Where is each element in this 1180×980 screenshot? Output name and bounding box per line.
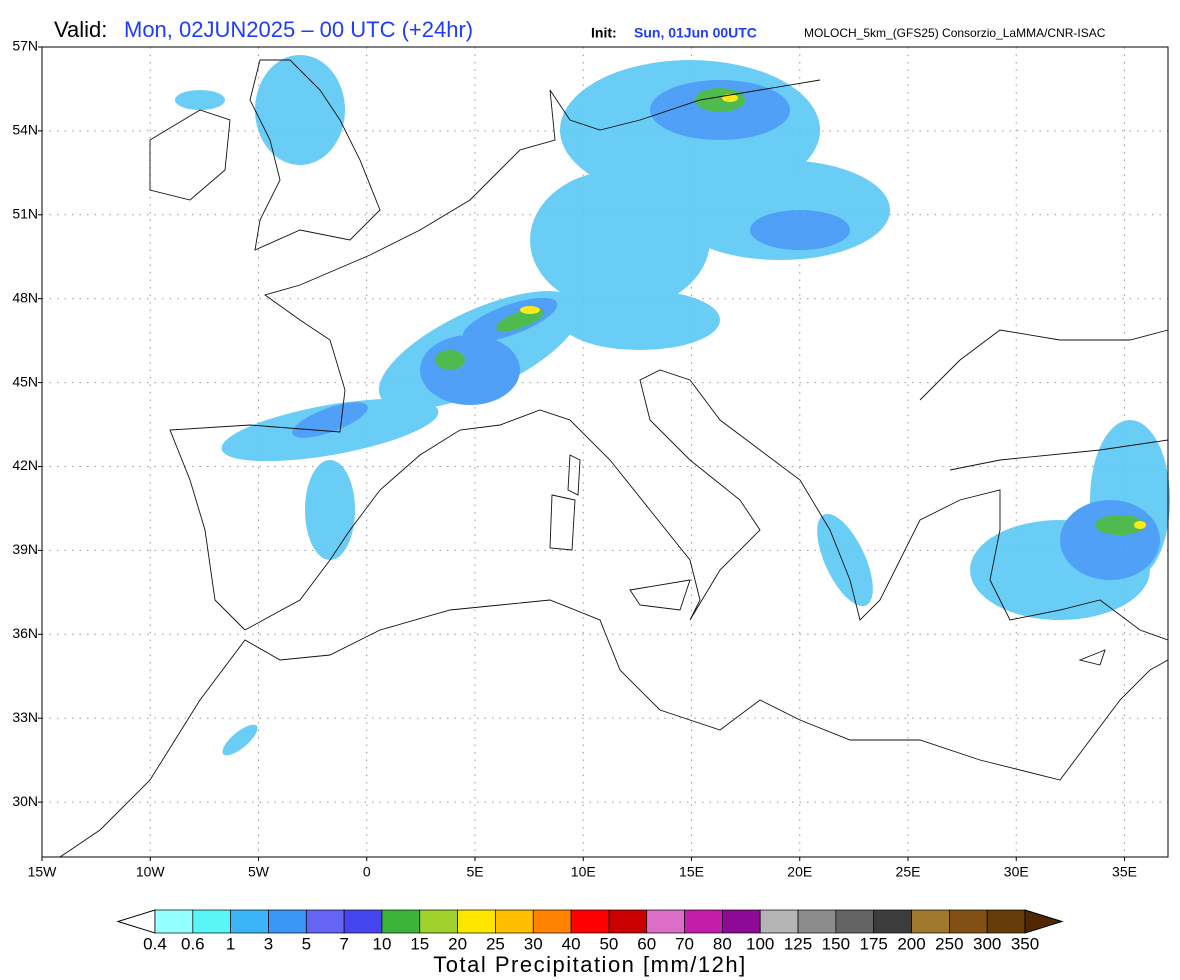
colorbar-box: [570, 909, 610, 934]
colorbar-box: [305, 909, 345, 934]
valid-value: Mon, 02JUN2025 – 00 UTC (+24hr): [124, 17, 473, 42]
colorbar-under: [116, 909, 156, 934]
colorbar-label: 80: [713, 934, 732, 953]
colorbar-box: [873, 909, 912, 934]
colorbar-label: 175: [860, 934, 888, 953]
colorbar-box: [495, 909, 534, 934]
colorbar-box: [722, 909, 761, 934]
colorbar-box: [154, 909, 194, 934]
colorbar-box: [532, 909, 572, 934]
lon-label: 15W: [28, 864, 58, 880]
init-value: Sun, 01Jun 00UTC: [634, 25, 757, 41]
colorbar-box: [381, 909, 421, 934]
lon-label: 30E: [1004, 864, 1029, 880]
lon-label: 25E: [896, 864, 921, 880]
colorbar-label: 125: [784, 934, 812, 953]
colorbar-label: 100: [746, 934, 774, 953]
colorbar-label: 40: [562, 934, 581, 953]
colorbar-label: 20: [448, 934, 467, 953]
model-info: MOLOCH_5km_(GFS25) Consorzio_LaMMA/CNR-I…: [804, 26, 1106, 40]
lat-label: 45N: [12, 373, 38, 389]
lon-label: 10W: [136, 864, 166, 880]
graticule: [42, 47, 1168, 857]
lon-label: 35E: [1112, 864, 1137, 880]
colorbar-title: Total Precipitation [mm/12h]: [433, 952, 746, 977]
lon-label: 15E: [679, 864, 704, 880]
colorbar-label: 10: [372, 934, 391, 953]
colorbar-box: [797, 909, 837, 934]
lon-label: 0: [363, 864, 371, 880]
colorbar-label: 250: [935, 934, 963, 953]
colorbar-box: [457, 909, 496, 934]
lat-label: 30N: [12, 793, 38, 809]
colorbar-label: 1: [226, 934, 235, 953]
coastlines: [59, 59, 1169, 858]
colorbar-label: 0.6: [181, 934, 205, 953]
colorbar-box: [759, 909, 799, 934]
lon-label: 5W: [248, 864, 270, 880]
lat-label: 57N: [12, 38, 38, 54]
axes: 57N 54N 51N 48N 45N 42N 39N 36N 33N 30N 15W 10W 5W 0 5…: [12, 38, 1137, 880]
colorbar-label: 50: [599, 934, 618, 953]
colorbar-box: [911, 909, 950, 934]
lon-label: 10E: [571, 864, 596, 880]
colorbar-label: 0.4: [143, 934, 167, 953]
colorbar-label: 150: [822, 934, 850, 953]
lat-label: 33N: [12, 709, 38, 725]
colorbar-over: [1024, 909, 1064, 934]
colorbar-label: 70: [675, 934, 694, 953]
colorbar-label: 300: [973, 934, 1001, 953]
colorbar-box: [343, 909, 383, 934]
colorbar-box: [608, 909, 648, 934]
colorbar-label: 25: [486, 934, 505, 953]
map-frame: [41, 46, 1169, 858]
colorbar-label: 60: [637, 934, 656, 953]
lat-label: 39N: [12, 541, 38, 557]
lon-label: 5E: [466, 864, 483, 880]
colorbar-label: 15: [410, 934, 429, 953]
colorbar-box: [192, 909, 232, 934]
lon-label: 20E: [787, 864, 812, 880]
colorbar-box: [835, 909, 875, 934]
colorbar-label: 350: [1011, 934, 1039, 953]
colorbar-box: [986, 909, 1026, 934]
colorbar-label: 3: [264, 934, 273, 953]
lat-label: 48N: [12, 289, 38, 305]
colorbar-box: [268, 909, 307, 934]
colorbar-box: [419, 909, 458, 934]
init-label: Init:: [591, 25, 617, 41]
lat-label: 51N: [12, 206, 38, 222]
lat-label: 36N: [12, 625, 38, 641]
colorbar-label: 200: [897, 934, 925, 953]
colorbar-label: 5: [302, 934, 311, 953]
colorbar-box: [948, 909, 988, 934]
precipitation: [175, 55, 1170, 756]
colorbar: 0.4 0.6 1 3 5 7 10 15 20 25 30 40 50 60 70 80 100 125 150 1…: [116, 909, 1064, 977]
valid-label: Valid:: [54, 17, 107, 42]
colorbar-label: 30: [524, 934, 543, 953]
colorbar-box: [646, 909, 685, 934]
colorbar-box: [684, 909, 723, 934]
colorbar-box: [230, 909, 269, 934]
lat-label: 54N: [12, 122, 38, 138]
colorbar-label: 7: [339, 934, 348, 953]
lat-label: 42N: [12, 457, 38, 473]
